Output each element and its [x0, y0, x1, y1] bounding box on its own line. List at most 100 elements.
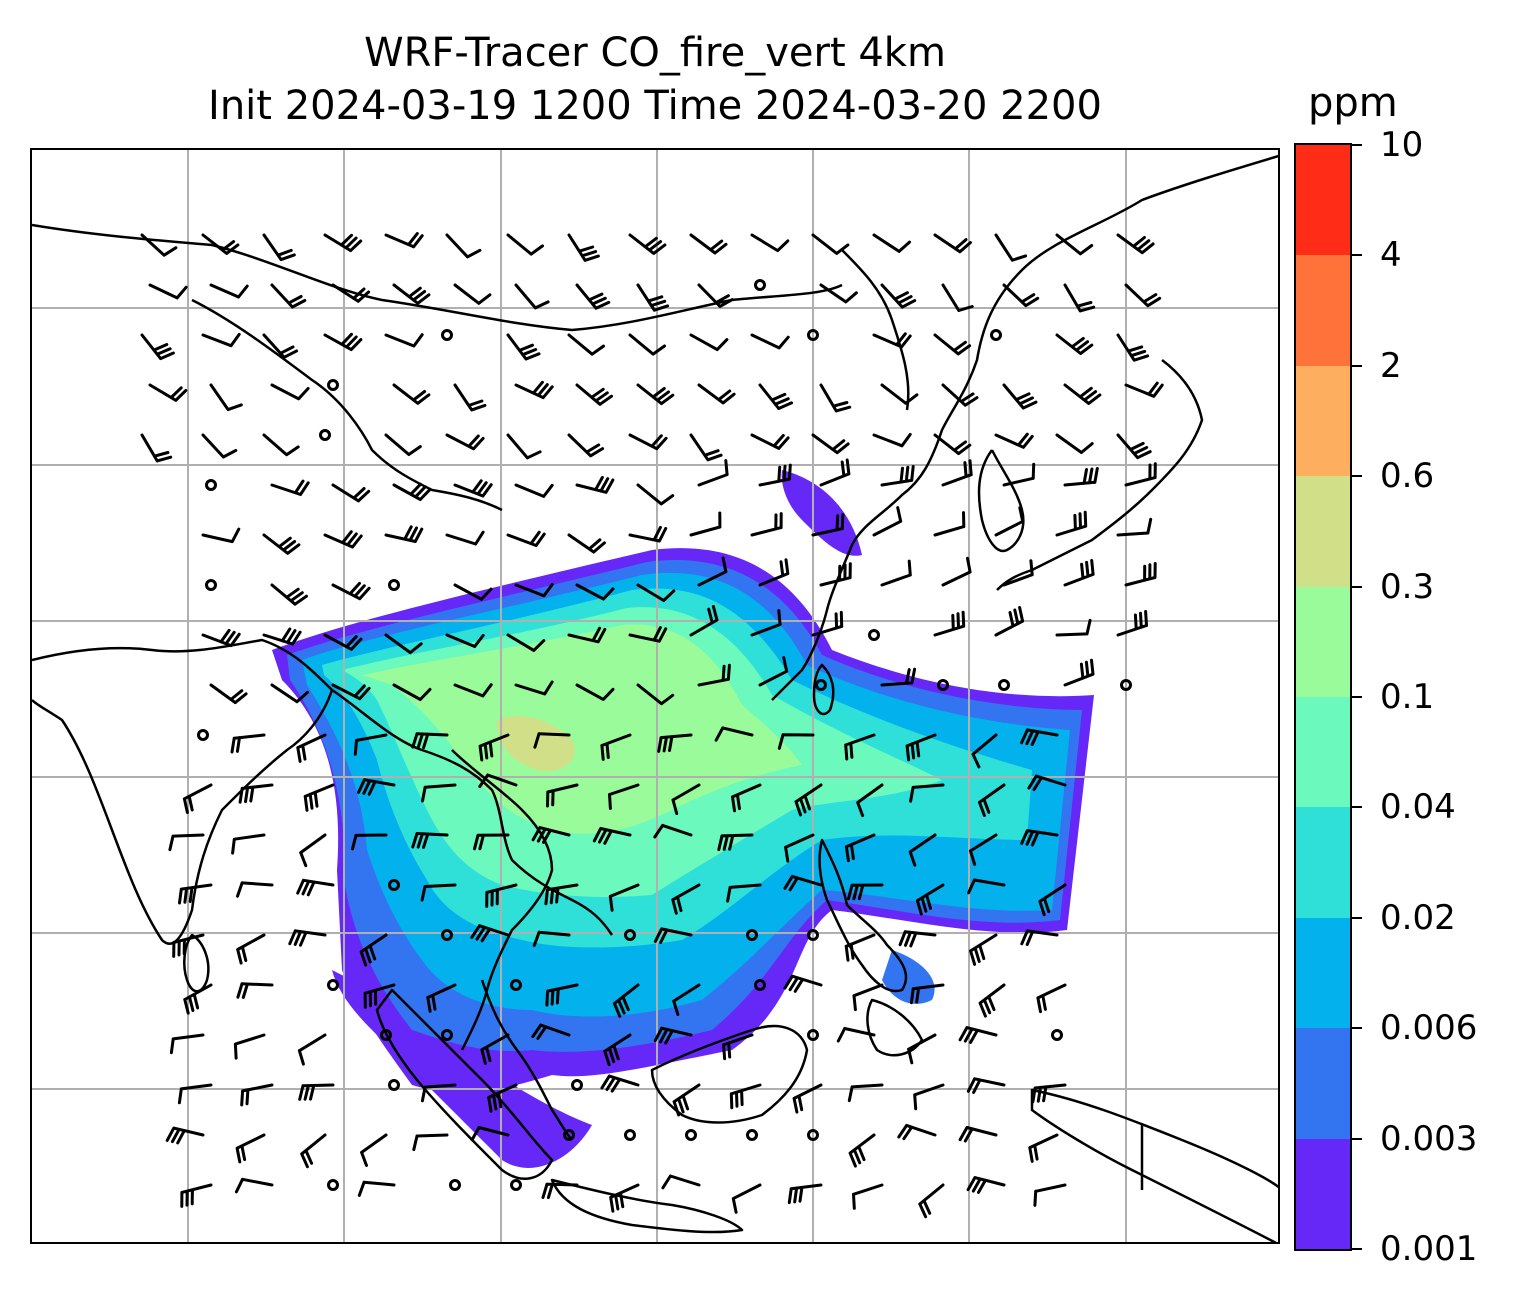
- wind-barb: [933, 511, 966, 537]
- wind-barb: [653, 927, 693, 944]
- wind-barb: [1124, 283, 1162, 308]
- wind-barb: [758, 558, 790, 587]
- calm-wind-marker: [807, 329, 819, 341]
- wind-barb: [331, 581, 371, 601]
- wind-barb: [270, 479, 310, 496]
- colorbar-segment: [1296, 1028, 1350, 1139]
- colorbar-tick: [1352, 364, 1362, 367]
- wind-barb: [661, 1174, 701, 1190]
- wind-barb: [653, 1026, 693, 1045]
- wind-barb: [918, 1183, 945, 1219]
- wind-barb: [392, 383, 431, 405]
- colorbar-segment: [1296, 145, 1350, 256]
- calm-wind-marker: [624, 1129, 636, 1141]
- calm-wind-marker: [388, 879, 400, 891]
- wind-barb: [1031, 1083, 1067, 1104]
- wind-barb: [303, 783, 335, 812]
- wind-barb: [913, 1083, 945, 1111]
- wind-barb: [909, 983, 945, 1005]
- wind-barb: [933, 233, 972, 254]
- colorbar-tick-label: 4: [1380, 235, 1402, 276]
- wind-barb: [1124, 562, 1157, 587]
- wind-barb: [636, 283, 670, 312]
- wind-barb: [201, 433, 238, 459]
- calm-wind-marker: [327, 1179, 339, 1191]
- wind-barb: [575, 383, 613, 406]
- wind-barb: [1063, 283, 1096, 313]
- calm-wind-marker: [571, 1079, 583, 1091]
- wind-barb: [628, 433, 668, 451]
- wind-barb: [209, 683, 248, 705]
- colorbar-segment: [1296, 586, 1350, 697]
- wind-barb: [541, 1182, 579, 1200]
- wind-barb: [636, 383, 675, 406]
- calm-wind-marker: [205, 479, 217, 491]
- wind-barb: [262, 433, 300, 457]
- wind-barb: [836, 1027, 876, 1043]
- wind-barb: [1124, 462, 1157, 487]
- calm-wind-marker: [327, 979, 339, 991]
- wind-barb: [608, 783, 640, 810]
- wind-barb: [172, 933, 205, 958]
- calm-wind-marker: [563, 1129, 575, 1141]
- wind-barb: [714, 726, 754, 742]
- calm-wind-marker: [815, 679, 827, 691]
- wind-barb: [636, 583, 676, 602]
- wind-barb: [262, 333, 299, 359]
- coast-india: [32, 638, 334, 945]
- wind-barb: [905, 733, 937, 762]
- colorbar-tick: [1352, 475, 1362, 478]
- wind-barb: [978, 783, 1006, 817]
- wind-barb: [140, 233, 178, 257]
- wind-barb: [300, 1133, 327, 1169]
- wind-barb: [784, 833, 815, 863]
- wind-barb: [453, 683, 493, 698]
- wind-barb: [872, 433, 912, 448]
- wind-barb: [1124, 381, 1164, 398]
- colorbar-tick: [1352, 806, 1362, 809]
- co-tracer-shading: [272, 470, 1094, 1168]
- wind-barb: [236, 933, 266, 965]
- wind-barb: [1038, 883, 1067, 917]
- coast-china-east: [771, 154, 1278, 701]
- wind-barb: [1055, 433, 1094, 454]
- coast-philippines: [818, 838, 908, 993]
- wind-barb: [331, 483, 371, 503]
- wind-barb: [506, 633, 546, 652]
- wind-barb: [1020, 929, 1059, 946]
- colorbar-segment: [1296, 365, 1350, 477]
- wind-barb: [238, 783, 274, 804]
- colorbar-tick-label: 2: [1380, 345, 1402, 386]
- tracer-contour-0.001-south: [332, 970, 592, 1168]
- wind-barb: [1002, 462, 1036, 487]
- wind-barb: [872, 506, 903, 537]
- wind-barb: [514, 680, 554, 696]
- wind-barb: [384, 333, 424, 348]
- wind-barb: [392, 683, 432, 701]
- wind-barb: [1063, 559, 1095, 587]
- wind-barb: [880, 667, 917, 687]
- calm-wind-marker: [441, 329, 453, 341]
- wind-barb: [671, 783, 701, 815]
- wind-barb: [897, 1123, 937, 1141]
- calm-wind-marker: [197, 729, 209, 741]
- wind-barb: [480, 1033, 510, 1065]
- wind-barb: [856, 783, 884, 818]
- colorbar-tick-label: 0.3: [1380, 566, 1435, 607]
- calm-wind-marker: [205, 579, 217, 591]
- wind-barb: [514, 283, 550, 310]
- wind-barb: [787, 1183, 823, 1205]
- wind-barb: [148, 383, 188, 402]
- colorbar-tick: [1352, 696, 1362, 698]
- coast-indochina: [451, 749, 554, 1051]
- wind-barb: [359, 933, 388, 967]
- wind-barb: [898, 930, 937, 948]
- wind-barb: [731, 783, 762, 813]
- wind-barb: [384, 633, 423, 655]
- wind-barb: [1055, 618, 1092, 637]
- wind-barb: [169, 1033, 205, 1055]
- wind-barb: [296, 878, 335, 897]
- tracer-contour-sulawesi: [882, 950, 935, 1004]
- wind-barb: [1055, 233, 1094, 256]
- calm-wind-marker: [388, 579, 400, 591]
